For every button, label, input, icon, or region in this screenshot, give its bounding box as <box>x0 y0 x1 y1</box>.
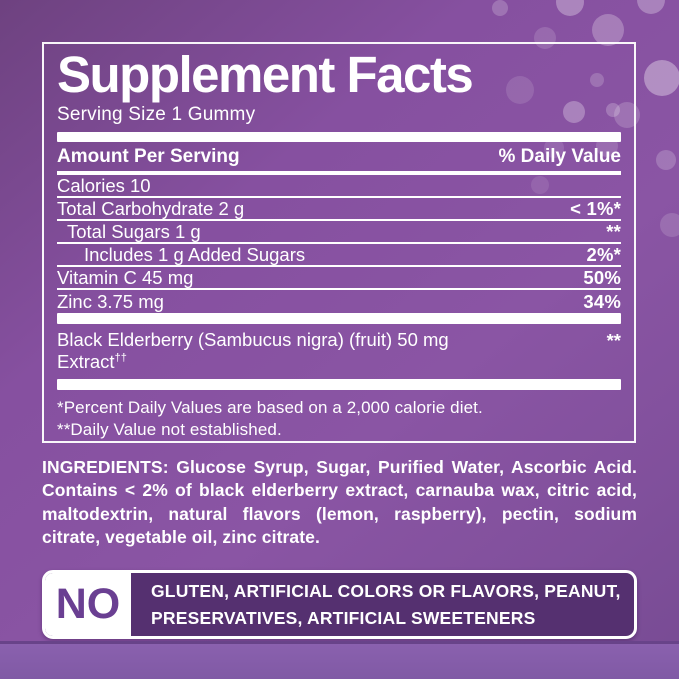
no-claims-line2: PRESERVATIVES, ARTIFICIAL SWEETENERS <box>151 607 536 628</box>
footnotes: *Percent Daily Values are based on a 2,0… <box>57 397 621 441</box>
supplement-facts-panel: Supplement Facts Serving Size 1 Gummy Am… <box>42 42 636 443</box>
row-label: Vitamin C 45 mg <box>57 267 194 289</box>
row-value: ** <box>606 221 621 243</box>
row-label: Black Elderberry (Sambucus nigra) (fruit… <box>57 329 449 373</box>
divider-bar <box>57 313 621 325</box>
no-claims-text: GLUTEN, ARTIFICIAL COLORS OR FLAVORS, PE… <box>131 573 634 636</box>
no-badge: NO <box>45 573 131 636</box>
divider-bar <box>57 132 621 143</box>
table-row-vitamin-c: Vitamin C 45 mg 50% <box>57 267 621 291</box>
decor-dot <box>660 213 679 237</box>
decor-dot <box>656 150 676 170</box>
serving-size: Serving Size 1 Gummy <box>57 104 256 126</box>
divider-bar <box>57 378 621 390</box>
extract-line2: Extract <box>57 350 115 372</box>
row-label: Total Sugars 1 g <box>67 221 201 243</box>
ingredients-text: INGREDIENTS: Glucose Syrup, Sugar, Purif… <box>42 457 637 547</box>
table-row-added-sugars: Includes 1 g Added Sugars 2%* <box>57 244 621 268</box>
table-header: Amount Per Serving % Daily Value <box>57 142 621 171</box>
table-row-zinc: Zinc 3.75 mg 34% <box>57 290 621 313</box>
header-amount: Amount Per Serving <box>57 145 240 167</box>
row-value: ** <box>606 330 621 352</box>
panel-title: Supplement Facts <box>57 46 474 103</box>
row-value: 34% <box>583 291 621 313</box>
footnote-daily-values: *Percent Daily Values are based on a 2,0… <box>57 397 483 417</box>
table-row-calories: Calories 10 <box>57 175 621 199</box>
table-row-total-sugars: Total Sugars 1 g ** <box>57 221 621 245</box>
decor-dot <box>644 60 679 96</box>
bottom-band <box>0 641 679 679</box>
extract-line1: Black Elderberry (Sambucus nigra) (fruit… <box>57 329 449 351</box>
header-rule <box>57 171 621 176</box>
decor-dot <box>556 0 584 16</box>
table-row-elderberry-extract: Black Elderberry (Sambucus nigra) (fruit… <box>57 324 621 379</box>
decor-dot <box>492 0 508 16</box>
table-row-carbohydrate: Total Carbohydrate 2 g < 1%* <box>57 198 621 222</box>
decor-dot <box>637 0 665 14</box>
footnote-not-established: **Daily Value not established. <box>57 419 282 439</box>
dagger-superscript: †† <box>114 351 127 364</box>
row-label: Calories 10 <box>57 175 151 197</box>
row-value: 2%* <box>586 244 621 266</box>
row-label: Includes 1 g Added Sugars <box>84 244 306 266</box>
no-claims-line1: GLUTEN, ARTIFICIAL COLORS OR FLAVORS, PE… <box>151 581 621 602</box>
row-value: 50% <box>583 267 621 289</box>
header-daily-value: % Daily Value <box>498 145 621 167</box>
row-label: Total Carbohydrate 2 g <box>57 198 245 220</box>
row-value: < 1%* <box>570 198 621 220</box>
row-label: Zinc 3.75 mg <box>57 291 164 313</box>
no-claims-box: NO GLUTEN, ARTIFICIAL COLORS OR FLAVORS,… <box>42 570 637 639</box>
